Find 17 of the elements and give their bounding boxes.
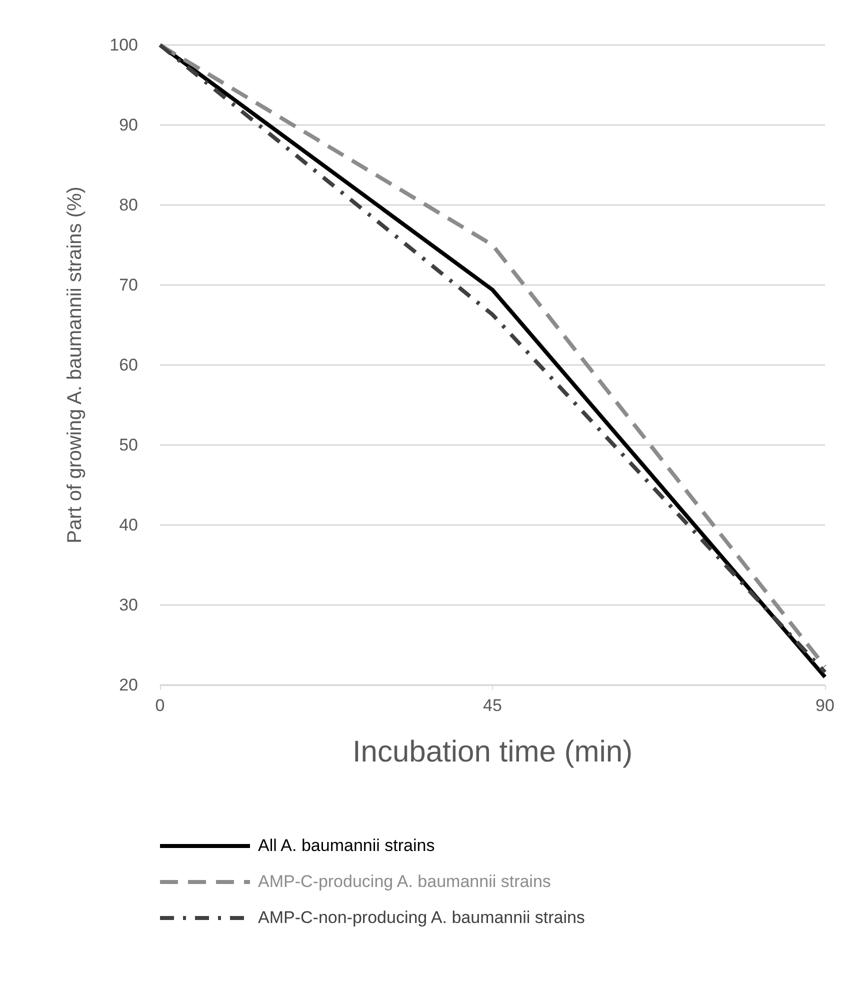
y-tick-label: 70 <box>119 276 138 294</box>
text: All A. baumannii strains <box>258 836 435 856</box>
y-tick-label: 20 <box>119 676 138 694</box>
text: AMP-C-non-producing A. baumannii strains <box>258 908 585 928</box>
x-tick-label: 0 <box>155 696 165 715</box>
y-tick-label: 90 <box>119 116 138 134</box>
x-tick-label: 90 <box>816 696 834 715</box>
y-tick-label: 50 <box>119 436 138 454</box>
y-tick-label: 100 <box>110 36 138 54</box>
x-tick-label: 45 <box>483 696 502 715</box>
y-axis-title: Part of growing A. baumannii strains (%) <box>64 186 86 544</box>
y-tick-label: 80 <box>119 196 138 214</box>
x-axis-title: Incubation time (min) <box>352 736 633 768</box>
text: AMP-C-producing A. baumannii strains <box>258 872 551 892</box>
y-tick-label: 40 <box>119 516 138 534</box>
y-tick-label: 30 <box>119 596 138 614</box>
y-tick-label: 60 <box>119 356 138 374</box>
